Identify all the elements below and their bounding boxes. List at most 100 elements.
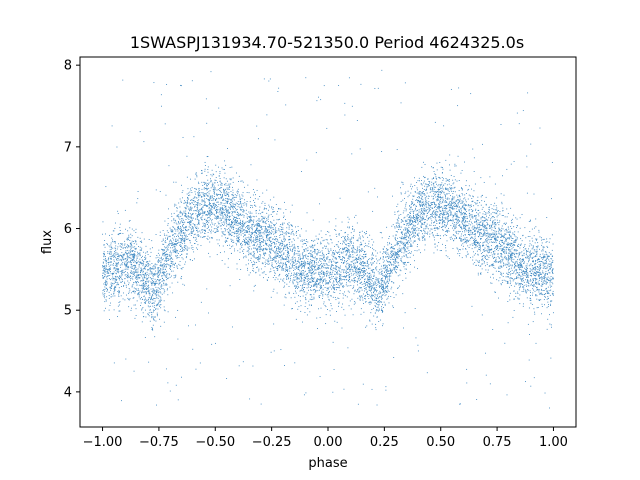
scatter-point	[230, 200, 232, 202]
scatter-point	[247, 226, 249, 228]
scatter-point	[128, 282, 130, 284]
scatter-point	[306, 263, 308, 265]
scatter-point	[421, 208, 423, 209]
scatter-point	[483, 230, 485, 232]
scatter-point	[398, 241, 400, 242]
scatter-point	[294, 279, 296, 281]
scatter-point	[243, 223, 245, 225]
scatter-point	[144, 283, 146, 285]
scatter-point	[150, 297, 152, 299]
scatter-point	[515, 283, 517, 285]
scatter-point	[104, 301, 106, 303]
scatter-point	[163, 243, 165, 245]
scatter-point	[540, 257, 542, 259]
scatter-point	[514, 231, 516, 233]
scatter-point	[370, 274, 372, 276]
scatter-point	[266, 212, 268, 214]
scatter-point	[512, 246, 514, 248]
scatter-point	[342, 263, 344, 264]
scatter-point	[256, 225, 258, 227]
scatter-point	[206, 222, 208, 224]
scatter-point	[262, 216, 264, 218]
scatter-point	[229, 202, 231, 204]
scatter-point	[219, 213, 221, 215]
scatter-point	[153, 265, 155, 267]
scatter-point	[413, 210, 415, 212]
scatter-point	[491, 217, 493, 219]
scatter-point	[373, 288, 375, 289]
scatter-point	[160, 258, 162, 259]
scatter-point	[198, 212, 200, 214]
scatter-point	[358, 268, 360, 270]
scatter-point	[237, 250, 239, 252]
scatter-point	[237, 239, 239, 241]
scatter-point	[417, 201, 418, 203]
scatter-point	[138, 284, 140, 286]
scatter-point	[123, 255, 125, 257]
scatter-point	[363, 257, 365, 259]
scatter-point	[191, 207, 192, 209]
scatter-point	[420, 200, 422, 202]
scatter-point	[138, 266, 140, 268]
scatter-point	[239, 197, 241, 199]
scatter-point	[362, 236, 364, 238]
scatter-point	[445, 214, 447, 215]
scatter-point	[252, 264, 254, 265]
scatter-point	[291, 232, 293, 234]
scatter-point	[168, 274, 170, 276]
scatter-point	[473, 190, 475, 192]
scatter-point	[510, 255, 512, 257]
scatter-point	[258, 218, 260, 220]
scatter-point	[158, 274, 160, 276]
scatter-point	[149, 271, 151, 273]
scatter-point	[446, 218, 448, 220]
scatter-point	[257, 138, 259, 140]
scatter-point	[343, 276, 345, 278]
scatter-point	[478, 213, 479, 215]
scatter-point	[360, 262, 362, 263]
scatter-point	[475, 227, 477, 229]
scatter-point	[287, 252, 289, 254]
scatter-point	[359, 236, 361, 238]
scatter-point	[357, 284, 358, 286]
scatter-point	[327, 256, 329, 258]
scatter-point	[303, 262, 305, 264]
scatter-point	[545, 271, 547, 273]
scatter-point	[316, 238, 318, 240]
scatter-point	[539, 289, 541, 291]
scatter-point	[193, 251, 195, 253]
scatter-point	[130, 272, 132, 273]
scatter-point	[346, 267, 348, 269]
scatter-point	[504, 233, 506, 235]
scatter-point	[179, 244, 180, 246]
scatter-point	[551, 249, 553, 251]
scatter-point	[544, 392, 546, 394]
scatter-point	[319, 375, 321, 377]
scatter-point	[162, 239, 164, 241]
scatter-point	[539, 274, 541, 275]
scatter-point	[258, 259, 260, 261]
scatter-point	[277, 269, 279, 271]
scatter-point	[431, 232, 433, 234]
scatter-point	[336, 272, 338, 274]
scatter-point	[475, 242, 477, 244]
scatter-point	[260, 227, 262, 228]
scatter-point	[398, 253, 400, 255]
scatter-point	[527, 235, 529, 237]
scatter-point	[221, 231, 223, 233]
scatter-point	[493, 232, 495, 234]
scatter-point	[399, 229, 401, 230]
scatter-point	[314, 239, 316, 241]
scatter-point	[312, 280, 314, 282]
scatter-point	[157, 290, 159, 292]
scatter-point	[325, 257, 327, 259]
scatter-point	[470, 93, 472, 95]
scatter-point	[185, 257, 187, 259]
scatter-point	[499, 229, 500, 231]
scatter-point	[549, 294, 551, 296]
scatter-point	[232, 200, 233, 202]
scatter-point	[261, 218, 263, 220]
scatter-point	[200, 245, 202, 247]
scatter-point	[246, 226, 248, 227]
scatter-point	[379, 290, 381, 292]
